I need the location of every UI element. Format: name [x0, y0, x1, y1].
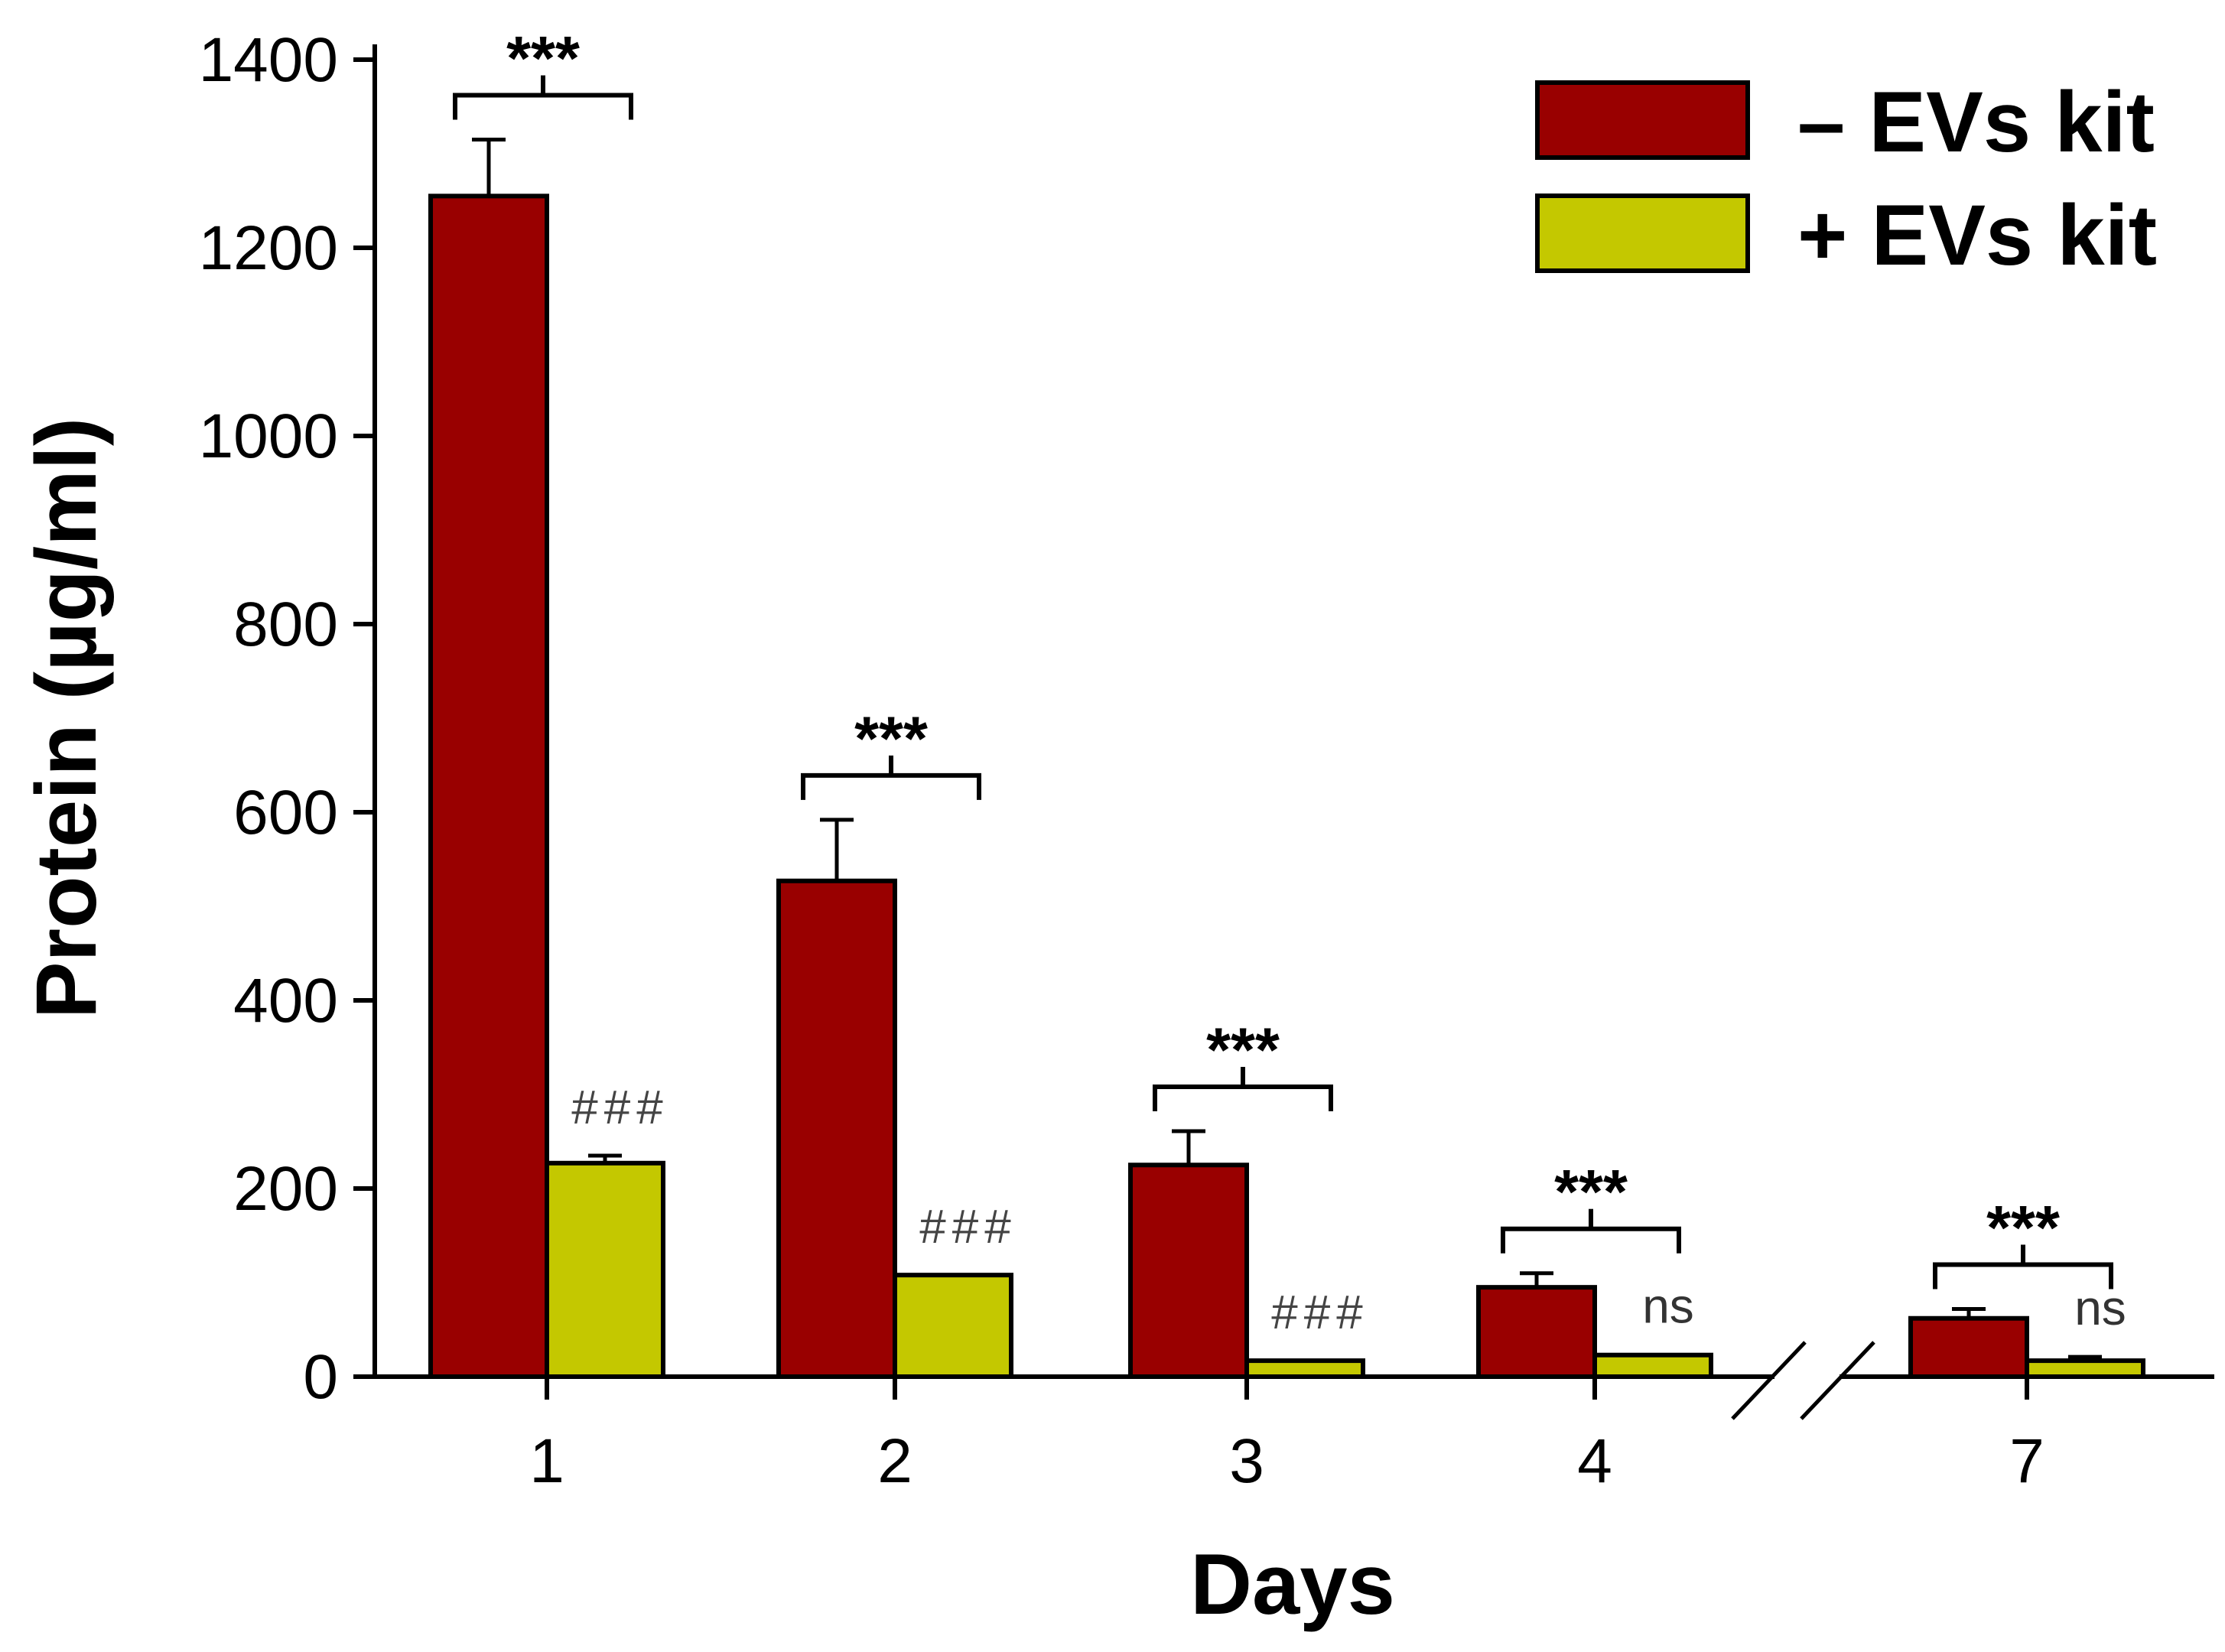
legend-label-plus: + EVs kit [1797, 187, 2157, 283]
bars [428, 138, 2145, 1380]
x-tick-label-1: 1 [529, 1426, 564, 1496]
annotations: *** ### *** ### *** ### *** ns *** ns [453, 24, 2126, 1339]
x-tick-label-2: 2 [877, 1426, 912, 1496]
bar-plus-day-4 [1592, 1352, 1713, 1379]
bar-plus-day-3 [1244, 1358, 1365, 1379]
bar-minus-day-1 [428, 193, 549, 1380]
y-tick-label-400: 400 [233, 966, 338, 1036]
significance-stars-day-2: *** [854, 704, 928, 774]
y-tick-label-0: 0 [303, 1342, 338, 1412]
y-tick-label-200: 200 [233, 1154, 338, 1224]
comparison-label-day-7: ns [2074, 1280, 2126, 1335]
significance-bracket-day-1 [453, 93, 633, 120]
significance-stars-day-1: *** [506, 24, 580, 94]
axes: 0 200 400 600 800 1000 1200 1400 Protein (µg/ml)… [18, 25, 2214, 1632]
bar-minus-day-7 [1908, 1315, 2029, 1379]
x-tick-label-7: 7 [2009, 1426, 2044, 1496]
y-tick-label-1200: 1200 [199, 213, 338, 283]
bar-minus-day-3 [1128, 1163, 1249, 1379]
axis-break-mark-1 [1731, 1341, 1807, 1420]
comparison-label-day-1: ### [571, 1081, 668, 1134]
legend-label-minus: – EVs kit [1797, 74, 2155, 170]
significance-bracket-day-2 [801, 772, 981, 800]
x-axis-title: Days [1190, 1537, 1395, 1632]
bar-plus-day-1 [545, 1160, 665, 1380]
significance-stars-day-7: *** [1986, 1193, 2060, 1263]
significance-bracket-day-4 [1501, 1226, 1681, 1254]
significance-bracket-day-3 [1153, 1084, 1333, 1111]
legend: – EVs kit + EVs kit [1535, 74, 2157, 283]
legend-swatch-minus [1535, 80, 1750, 160]
significance-stars-day-4: *** [1554, 1158, 1628, 1228]
axis-break-mark-2 [1800, 1341, 1875, 1420]
comparison-label-day-3: ### [1271, 1286, 1368, 1339]
comparison-label-day-2: ### [919, 1201, 1017, 1254]
y-tick-label-1400: 1400 [199, 25, 338, 95]
comparison-label-day-4: ns [1642, 1279, 1694, 1334]
x-tick-label-3: 3 [1229, 1426, 1264, 1496]
bar-plus-day-2 [893, 1273, 1013, 1380]
significance-stars-day-3: *** [1206, 1016, 1280, 1085]
bar-minus-day-2 [776, 878, 897, 1380]
bar-minus-day-4 [1476, 1285, 1597, 1380]
bar-plus-day-7 [2025, 1358, 2145, 1379]
legend-swatch-plus [1535, 193, 1750, 273]
y-tick-label-600: 600 [233, 778, 338, 847]
x-tick-label-4: 4 [1577, 1426, 1612, 1496]
y-tick-label-1000: 1000 [199, 402, 338, 471]
y-tick-label-800: 800 [233, 590, 338, 659]
y-axis-title: Protein (µg/ml) [18, 418, 114, 1019]
